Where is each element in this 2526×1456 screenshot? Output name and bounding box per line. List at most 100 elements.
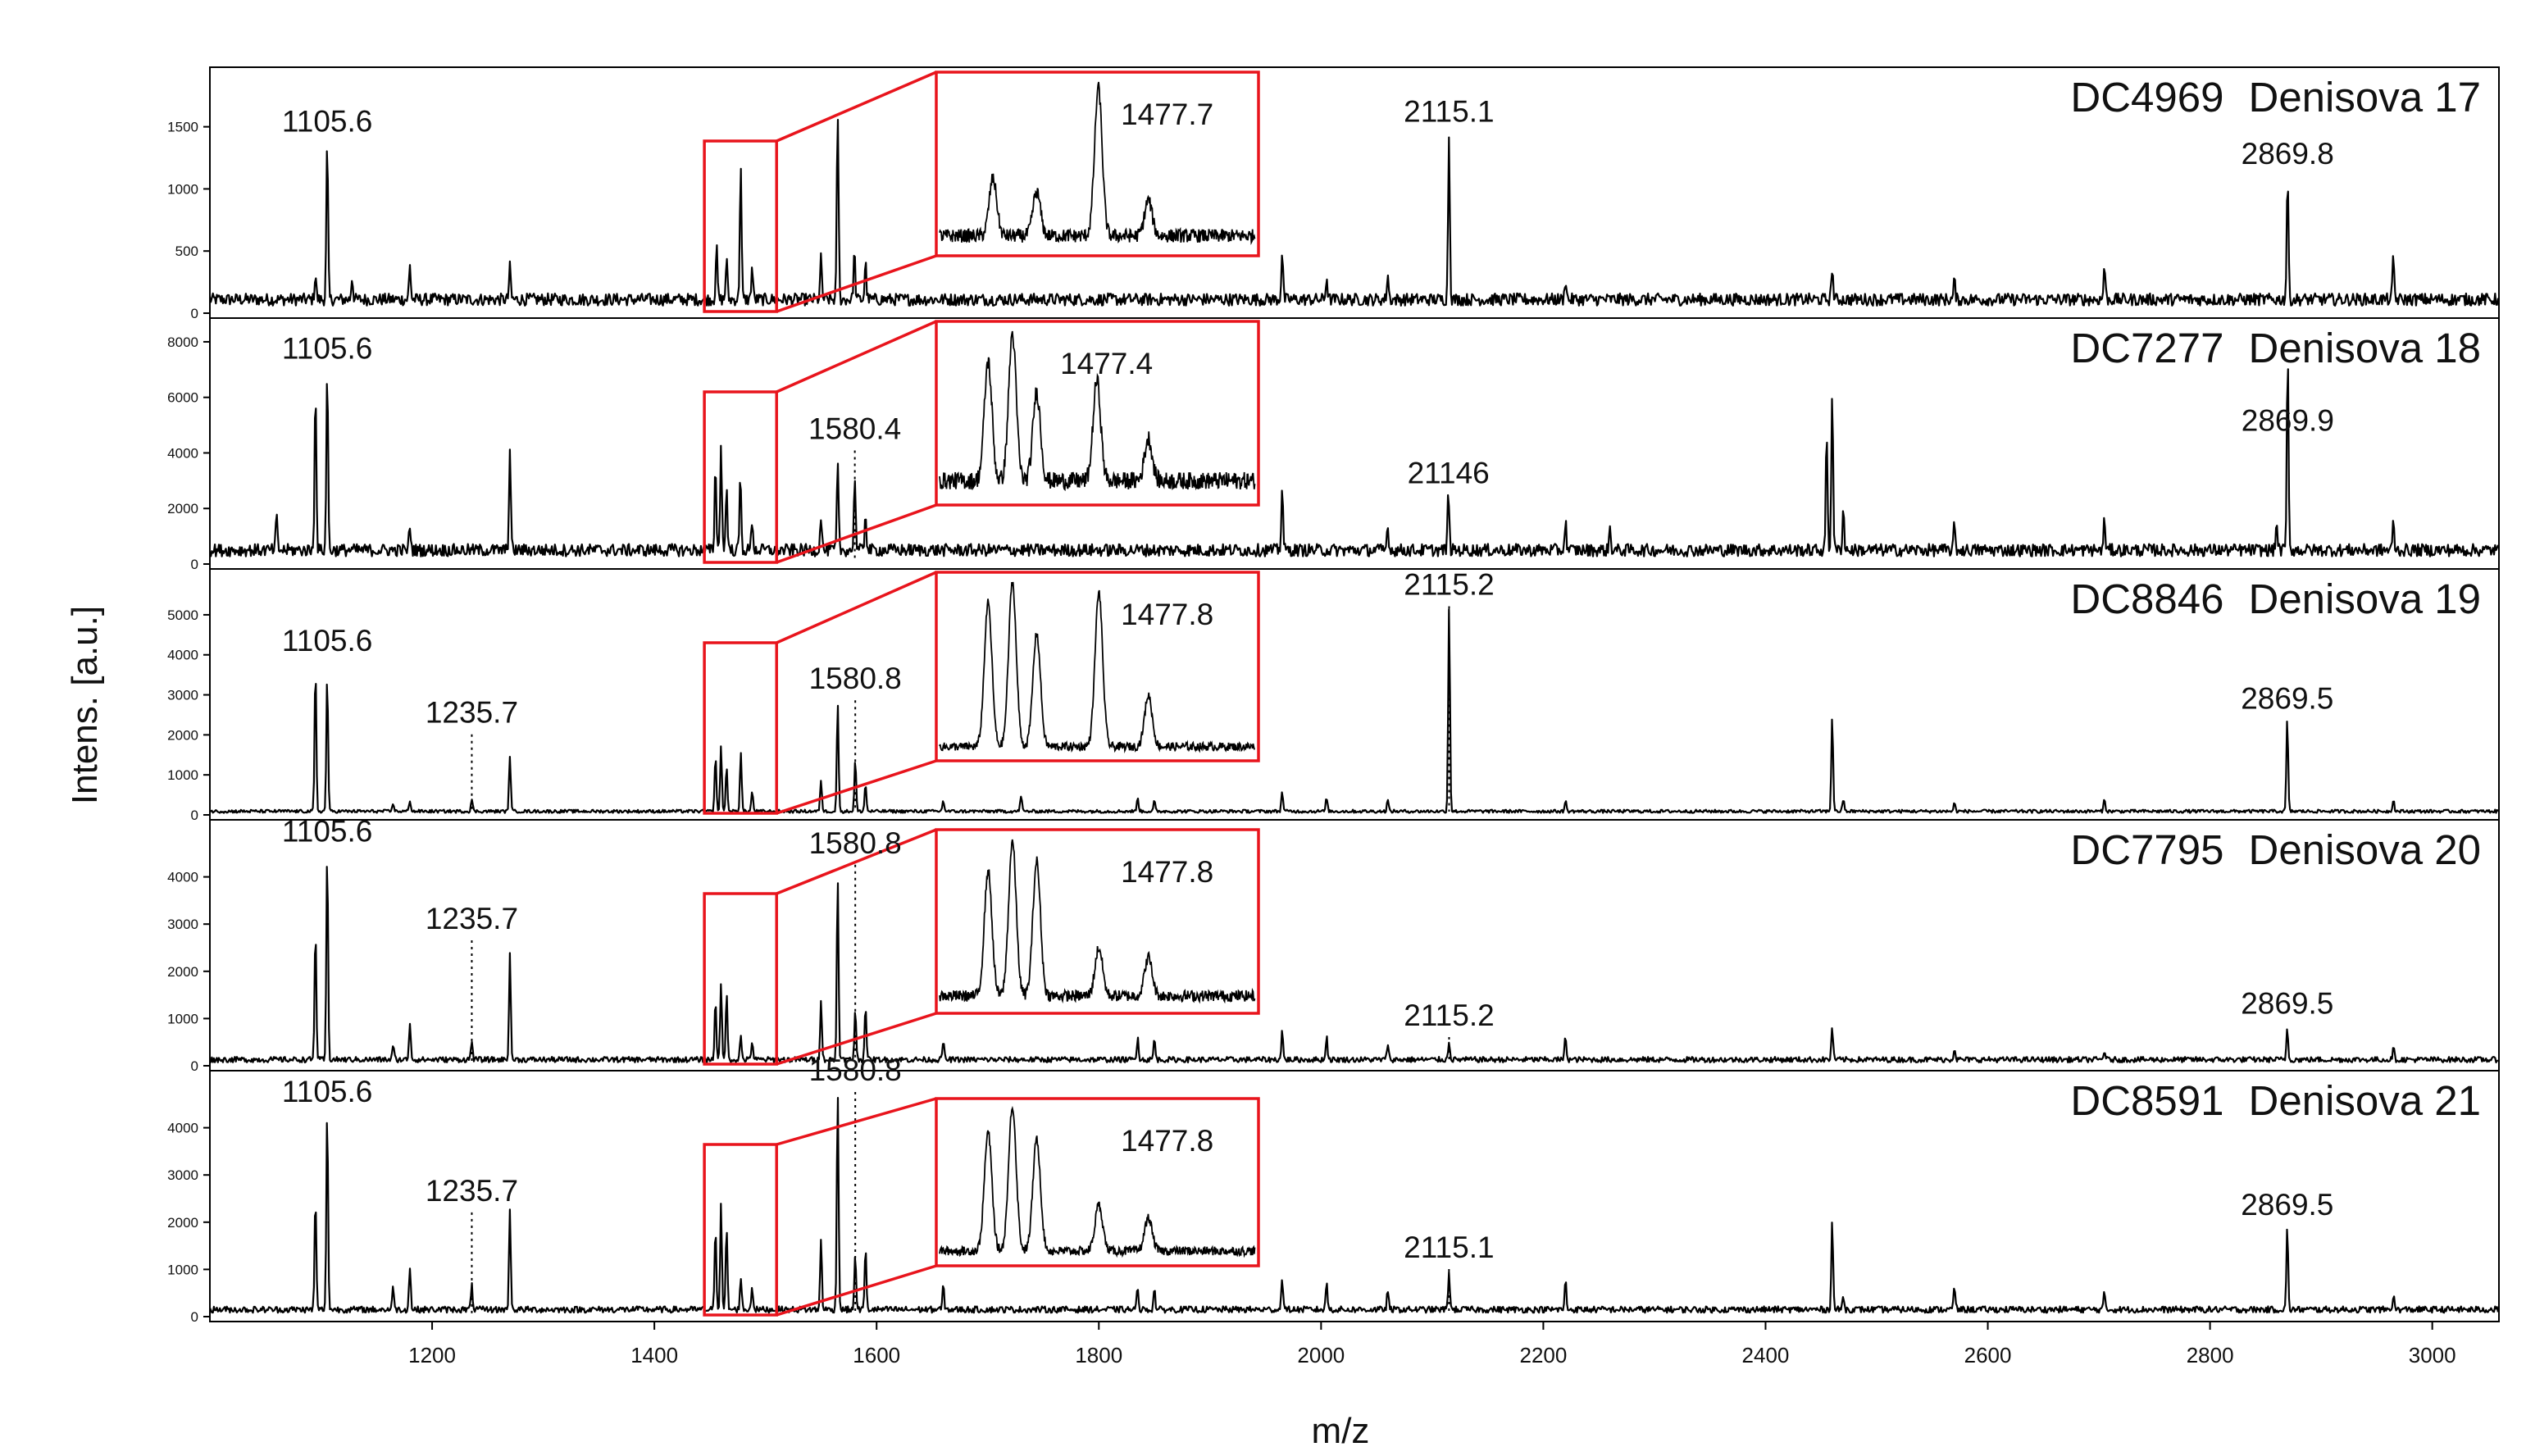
inset-peak-label: 1477.7 xyxy=(1121,98,1213,131)
x-tick-label: 1200 xyxy=(408,1343,456,1367)
y-tick-label: 2000 xyxy=(167,501,198,516)
zoom-connector-top xyxy=(776,571,937,644)
zoom-inset-trace xyxy=(939,581,1256,753)
peak-label: 1105.6 xyxy=(282,814,372,848)
zoom-region-box xyxy=(703,641,778,815)
zoom-connector-bottom xyxy=(776,254,937,313)
peak-label: 2869.5 xyxy=(2241,682,2333,716)
inset-peak-label: 1477.4 xyxy=(1060,347,1153,380)
y-tick-label: 1000 xyxy=(167,1011,198,1026)
y-tick-label: 5000 xyxy=(167,607,198,623)
x-tick-label: 1400 xyxy=(630,1343,678,1367)
zoom-connector-bottom xyxy=(776,503,937,564)
zoom-connector-top xyxy=(776,320,937,394)
peak-label: 2115.1 xyxy=(1404,1231,1494,1264)
x-tick-label: 2800 xyxy=(2187,1343,2234,1367)
inset-peak-label: 1477.8 xyxy=(1121,1124,1213,1158)
sample-name: Denisova 17 xyxy=(2248,74,2481,121)
y-axis-title: Intens. [a.u.] xyxy=(65,606,105,804)
y-tick-label: 4000 xyxy=(167,445,198,461)
zoom-connector-bottom xyxy=(776,1264,937,1317)
zoom-region-box xyxy=(703,390,778,564)
y-tick-label: 0 xyxy=(191,1309,198,1325)
zoom-inset-trace xyxy=(939,330,1256,492)
sample-label: DC8846 Denisova 19 xyxy=(2070,576,2481,622)
sample-label: DC8591 Denisova 21 xyxy=(2070,1077,2481,1124)
zoom-connector-top xyxy=(776,1097,937,1146)
peak-label: 1235.7 xyxy=(426,1174,518,1208)
y-tick-label: 500 xyxy=(175,243,198,259)
y-axis-title-group: Intens. [a.u.] xyxy=(65,606,105,804)
spectrum-panel-4: 0 1000 2000 3000 4000 1477.8 1105.6 1235.7 1580.… xyxy=(167,814,2500,1074)
y-tick-label: 0 xyxy=(191,557,198,572)
zoom-inset-trace xyxy=(939,839,1256,1004)
y-tick-label: 0 xyxy=(191,1058,198,1074)
sample-id: DC7277 xyxy=(2070,325,2223,371)
peak-label: 1580.4 xyxy=(808,412,901,446)
zoom-inset-trace xyxy=(939,81,1256,246)
panel-frame xyxy=(209,1070,2500,1322)
peak-label: 1235.7 xyxy=(426,696,518,730)
peak-label: 2115.1 xyxy=(1404,95,1494,129)
y-tick-label: 1000 xyxy=(167,181,198,197)
y-tick-label: 8000 xyxy=(167,334,198,350)
spectrum-panel-5: 0 1000 2000 3000 4000 1477.8 1105.6 1235.7 1580.… xyxy=(167,1053,2500,1325)
y-tick-label: 1000 xyxy=(167,767,198,783)
y-tick-label: 3000 xyxy=(167,917,198,932)
peak-label: 2869.8 xyxy=(2242,137,2334,171)
y-tick-label: 2000 xyxy=(167,1215,198,1231)
x-tick-label: 1600 xyxy=(853,1343,900,1367)
x-tick-label: 2000 xyxy=(1297,1343,1345,1367)
sample-label: DC7277 Denisova 18 xyxy=(2070,325,2481,371)
spectrum-trace xyxy=(209,608,2499,814)
peak-label: 21146 xyxy=(1408,457,1490,490)
sample-label: DC7795 Denisova 20 xyxy=(2070,826,2481,873)
inset-peak-label: 1477.8 xyxy=(1121,598,1213,631)
y-tick-label: 6000 xyxy=(167,390,198,406)
peak-label: 1580.8 xyxy=(809,1053,902,1087)
peak-label: 1580.8 xyxy=(809,826,902,860)
sample-name: Denisova 21 xyxy=(2248,1077,2481,1124)
peak-label: 1235.7 xyxy=(426,902,518,935)
y-tick-label: 0 xyxy=(191,306,198,321)
y-tick-label: 3000 xyxy=(167,1167,198,1183)
y-tick-label: 2000 xyxy=(167,964,198,980)
y-tick-label: 1000 xyxy=(167,1262,198,1277)
zoom-inset-box xyxy=(935,1097,1260,1267)
sample-name: Denisova 18 xyxy=(2248,325,2481,371)
y-tick-label: 0 xyxy=(191,808,198,823)
peak-label: 2115.2 xyxy=(1404,568,1494,602)
spectrum-trace xyxy=(209,866,2498,1063)
zoom-region-box xyxy=(703,892,778,1066)
y-tick-label: 4000 xyxy=(167,870,198,885)
y-tick-label: 2000 xyxy=(167,727,198,743)
spectrum-panel-1: 0 500 1000 1500 1477.7 1105.6 2115.1 2869.8 DC49… xyxy=(167,66,2500,321)
sample-id: DC4969 xyxy=(2070,74,2223,121)
sample-name: Denisova 20 xyxy=(2248,826,2481,873)
sample-id: DC8846 xyxy=(2070,576,2223,622)
x-axis-title: m/z xyxy=(1312,1411,1370,1451)
peak-label: 1580.8 xyxy=(809,662,902,695)
peak-label: 1105.6 xyxy=(282,1075,372,1108)
zoom-connector-bottom xyxy=(776,759,937,815)
y-tick-label: 4000 xyxy=(167,1121,198,1136)
peak-label: 2115.2 xyxy=(1404,999,1494,1032)
zoom-connector-top xyxy=(776,828,937,895)
sample-id: DC8591 xyxy=(2070,1077,2223,1124)
spectra-panels: 0 500 1000 1500 1477.7 1105.6 2115.1 2869.8 DC49… xyxy=(167,66,2500,1325)
x-tick-label: 3000 xyxy=(2409,1343,2456,1367)
spectrum-trace xyxy=(209,1097,2499,1314)
peak-label: 1105.6 xyxy=(282,624,372,657)
peak-label: 2869.5 xyxy=(2241,987,2333,1021)
y-tick-label: 1500 xyxy=(167,120,198,135)
peak-label: 2869.5 xyxy=(2241,1188,2333,1222)
x-tick-label: 2200 xyxy=(1519,1343,1567,1367)
zoom-inset-trace xyxy=(939,1105,1256,1258)
inset-peak-label: 1477.8 xyxy=(1121,855,1213,889)
spectrum-panel-3: 0 1000 2000 3000 4000 5000 1477.8 1105.6 1235.7 1… xyxy=(167,568,2500,823)
zoom-region-box xyxy=(703,1143,778,1317)
sample-id: DC7795 xyxy=(2070,826,2223,873)
spectrum-trace xyxy=(209,368,2499,557)
zoom-region-box xyxy=(703,139,778,313)
